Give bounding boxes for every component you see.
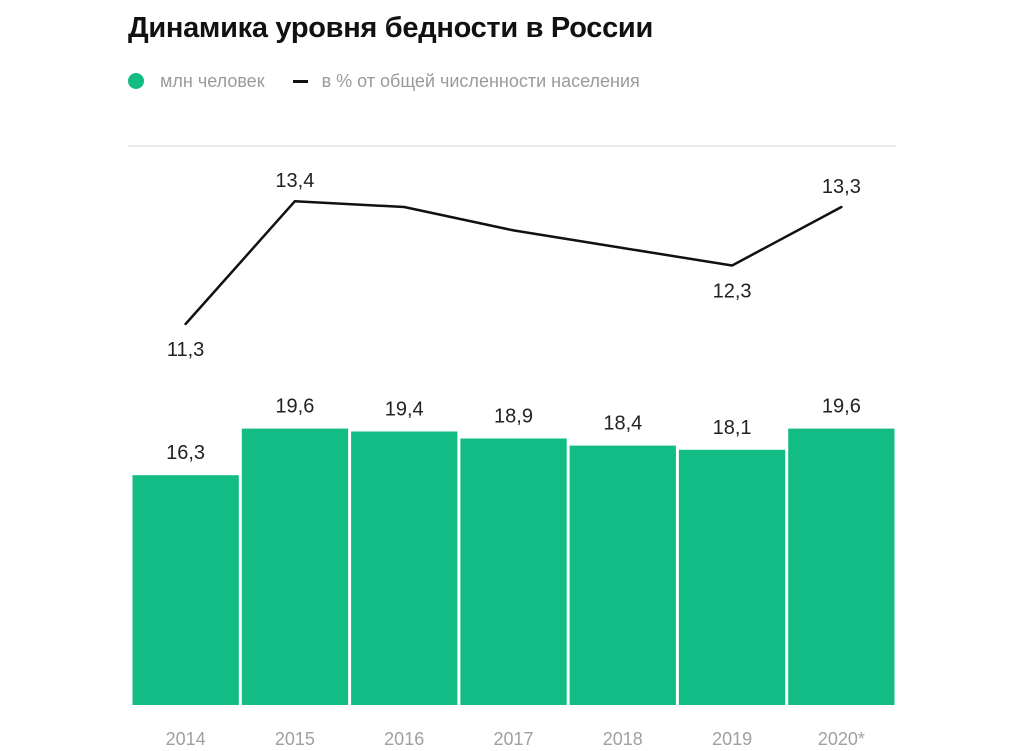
bar-2017 [460,438,567,705]
legend-bar-label: млн человек [160,70,265,91]
line-value-label: 11,3 [167,339,204,361]
bar-labels-layer: 16,3 19,6 19,4 18,9 18,4 18,1 19,6 [166,396,861,465]
bar-2014 [132,475,239,705]
x-axis-ticks: 2014 2015 2016 2017 2018 2019 2020* [166,729,865,749]
bar-2020 [788,428,895,705]
legend-item-line: в % от общей численности населения [265,71,640,92]
x-tick-label: 2019 [712,729,752,749]
bar-value-label: 19,6 [822,396,861,418]
poverty-rate-line [184,199,843,326]
bar-2019 [678,449,786,705]
x-tick-label: 2018 [603,729,643,749]
line-value-label: 13,3 [822,176,861,198]
line-labels-layer: 11,3 13,4 12,3 13,3 [167,170,861,361]
bars-layer [132,428,895,705]
bar-value-label: 19,6 [275,396,314,418]
bar-value-label: 19,4 [385,399,424,421]
legend-item-bars: млн человек [128,71,265,92]
x-tick-label: 2016 [384,729,424,749]
line-value-label: 13,4 [275,170,314,192]
bar-2015 [241,428,349,705]
x-tick-label: 2015 [275,729,315,749]
bar-value-label: 18,1 [713,417,752,439]
x-tick-label: 2017 [493,729,533,749]
bar-2018 [569,445,676,705]
x-tick-label: 2020* [818,729,865,749]
legend-bar-marker [128,73,144,89]
line-value-label: 12,3 [713,281,752,303]
legend-line-label: в % от общей численности населения [321,70,640,91]
bar-value-label: 18,9 [494,406,533,428]
bar-2016 [351,431,458,705]
legend: млн человек в % от общей численности нас… [128,66,640,96]
chart-title: Динамика уровня бедности в России [128,12,653,44]
line-layer [184,199,843,326]
bar-value-label: 18,4 [603,413,642,435]
legend-line-marker [292,79,308,83]
x-tick-label: 2014 [166,729,206,749]
bar-value-label: 16,3 [166,442,205,464]
